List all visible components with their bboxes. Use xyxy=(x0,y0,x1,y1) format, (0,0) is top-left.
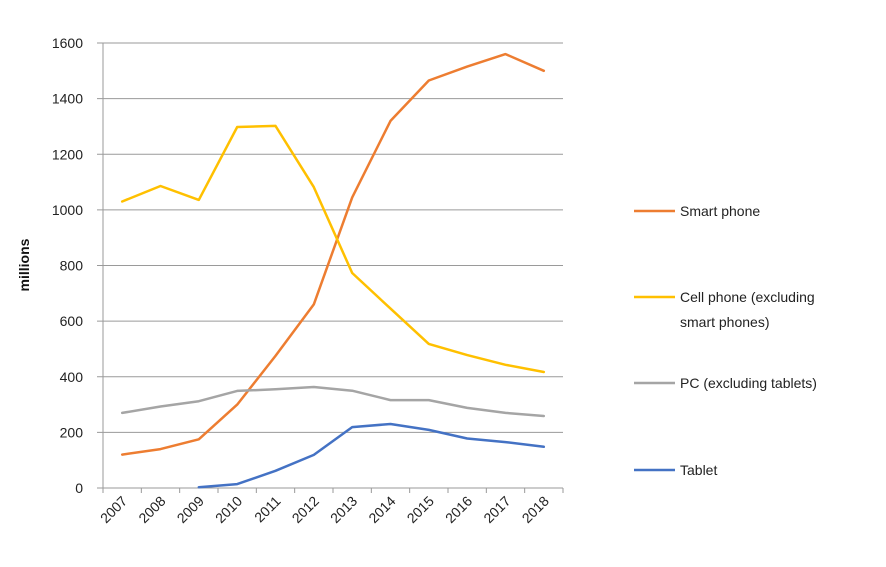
x-tick-label: 2009 xyxy=(174,493,207,526)
x-tick-label: 2015 xyxy=(404,493,437,526)
series-line-0 xyxy=(120,52,546,456)
x-tick-label: 2013 xyxy=(327,493,360,526)
y-tick-label: 1400 xyxy=(52,91,83,107)
x-tick-label: 2017 xyxy=(480,493,513,526)
legend-label: smart phones) xyxy=(680,314,769,330)
axes xyxy=(97,43,564,493)
legend-item: Tablet xyxy=(634,462,717,478)
legend-label: PC (excluding tablets) xyxy=(680,375,817,391)
x-tick-label: 2016 xyxy=(442,493,475,526)
y-tick-label: 1200 xyxy=(52,146,83,162)
legend-label: Cell phone (excluding xyxy=(680,289,815,305)
y-axis-title: millions xyxy=(16,238,32,291)
series-line-2 xyxy=(120,385,546,418)
x-tick-label: 2012 xyxy=(289,493,322,526)
y-tick-label: 400 xyxy=(60,369,84,385)
legend-item: Cell phone (excluding smart phones) xyxy=(634,289,815,330)
y-tick-label: 800 xyxy=(60,258,84,274)
legend: Smart phone Cell phone (excluding smart ph… xyxy=(634,203,817,478)
series-lines xyxy=(120,52,546,489)
legend-item: PC (excluding tablets) xyxy=(634,375,817,391)
y-tick-label: 0 xyxy=(75,480,83,496)
series-line-1 xyxy=(120,124,546,374)
y-tick-label: 200 xyxy=(60,424,84,440)
x-tick-label: 2011 xyxy=(251,493,284,526)
legend-item: Smart phone xyxy=(634,203,760,219)
legend-label: Smart phone xyxy=(680,203,760,219)
x-tick-label: 2007 xyxy=(97,493,130,526)
y-tick-label: 1000 xyxy=(52,202,83,218)
series-line-3 xyxy=(197,422,546,489)
y-tick-label: 600 xyxy=(60,313,84,329)
y-tick-label: 1600 xyxy=(52,35,83,51)
x-tick-label: 2018 xyxy=(519,493,552,526)
x-axis-tick-labels: 2007 2008 2009 2010 2011 2012 2013 2014 2015 2016… xyxy=(97,493,552,526)
y-axis-tick-labels: 0 200 400 600 800 1000 1200 1400 1600 xyxy=(52,35,83,496)
x-tick-label: 2008 xyxy=(135,493,168,526)
x-tick-label: 2014 xyxy=(365,493,398,526)
x-tick-label: 2010 xyxy=(212,493,245,526)
gridlines xyxy=(97,42,563,433)
legend-label: Tablet xyxy=(680,462,717,478)
